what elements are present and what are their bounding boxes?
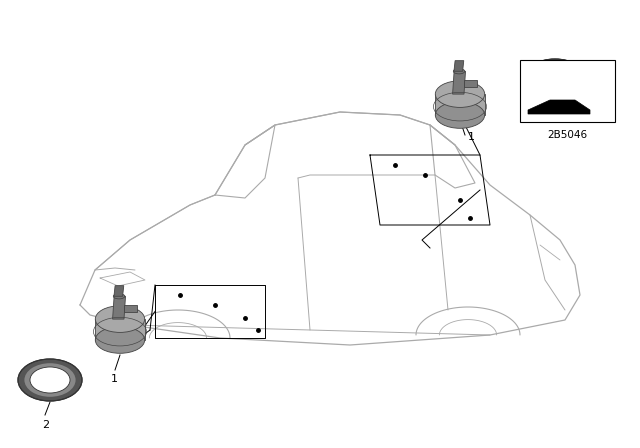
Ellipse shape: [529, 63, 580, 97]
Polygon shape: [113, 296, 125, 319]
Text: 1: 1: [111, 374, 118, 384]
Ellipse shape: [453, 69, 465, 74]
Ellipse shape: [24, 363, 76, 397]
Ellipse shape: [435, 102, 484, 128]
Polygon shape: [435, 94, 484, 115]
Polygon shape: [124, 306, 138, 312]
Text: 1: 1: [468, 132, 475, 142]
Ellipse shape: [95, 306, 145, 332]
Ellipse shape: [95, 327, 145, 353]
Ellipse shape: [535, 67, 575, 93]
Polygon shape: [528, 100, 590, 114]
Ellipse shape: [523, 59, 587, 101]
Polygon shape: [454, 60, 464, 71]
Ellipse shape: [113, 294, 125, 299]
Text: 2: 2: [42, 420, 49, 430]
Ellipse shape: [18, 359, 82, 401]
Text: 2B5046: 2B5046: [547, 130, 588, 140]
Text: 2: 2: [559, 105, 566, 115]
Polygon shape: [114, 286, 124, 296]
Polygon shape: [452, 71, 465, 94]
Ellipse shape: [30, 367, 70, 393]
Polygon shape: [95, 319, 145, 340]
Ellipse shape: [435, 81, 484, 108]
Polygon shape: [464, 81, 477, 87]
Bar: [520, 60, 615, 122]
